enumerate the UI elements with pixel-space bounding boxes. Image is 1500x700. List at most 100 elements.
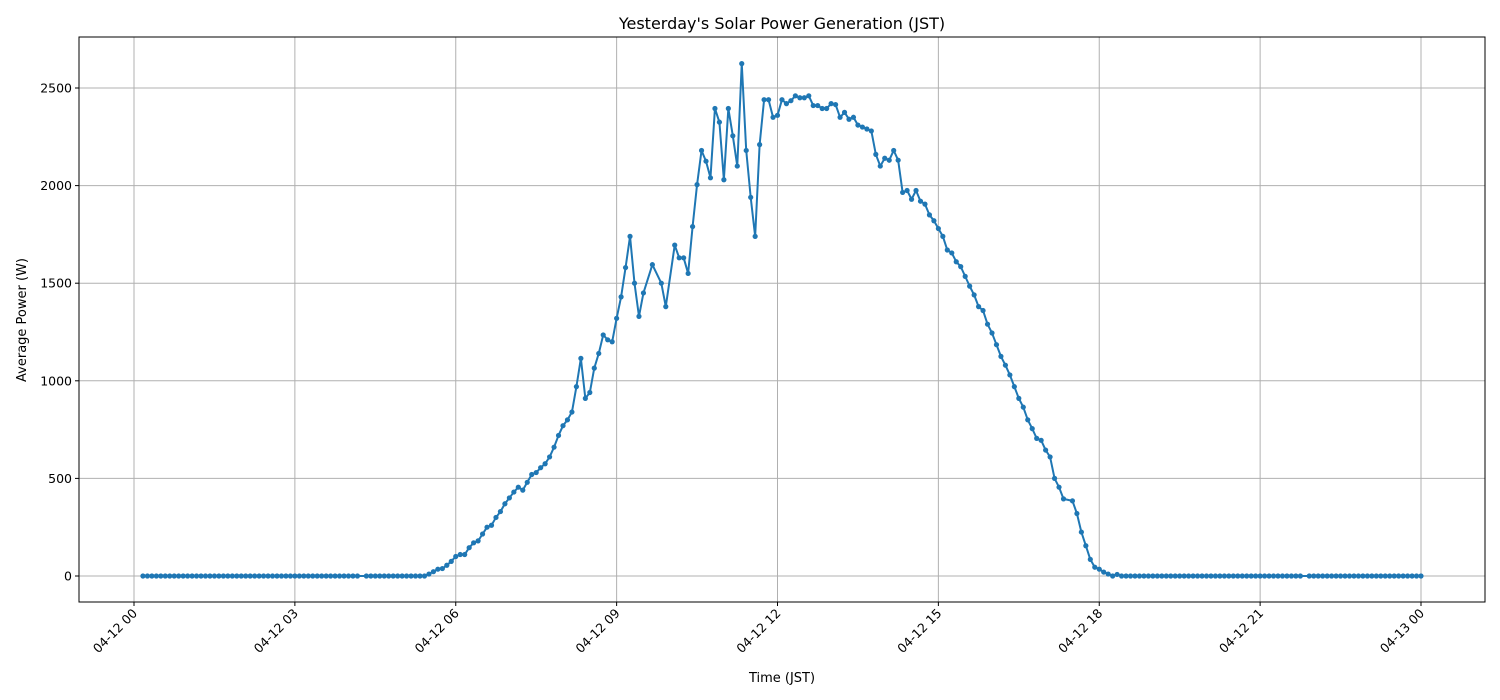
data-point <box>1114 571 1120 578</box>
data-point <box>211 573 218 579</box>
data-point <box>395 573 401 579</box>
data-point <box>140 573 146 579</box>
data-point <box>1360 573 1366 579</box>
data-point <box>412 573 419 579</box>
data-point <box>171 573 177 579</box>
data-point <box>801 95 807 101</box>
data-point <box>1101 569 1107 575</box>
data-point <box>471 540 477 546</box>
data-point <box>815 102 821 109</box>
data-point <box>1105 571 1111 577</box>
data-point <box>600 332 606 338</box>
data-point <box>1172 573 1178 579</box>
data-point <box>694 182 700 188</box>
data-point <box>193 573 200 579</box>
data-point <box>806 93 812 99</box>
data-point <box>511 489 517 495</box>
data-point <box>984 321 991 327</box>
data-point <box>931 218 937 224</box>
data-point <box>1297 573 1303 579</box>
data-point <box>502 501 508 507</box>
data-point <box>1346 573 1353 579</box>
data-point <box>1279 573 1286 579</box>
data-point <box>676 255 682 261</box>
data-point <box>207 573 213 579</box>
data-point <box>533 469 539 476</box>
data-point <box>1404 573 1411 579</box>
data-point <box>283 573 289 579</box>
x-tick-label: 04-13 00 <box>1377 605 1427 655</box>
power-series <box>140 61 1424 579</box>
data-point <box>1150 573 1156 579</box>
grid <box>79 37 1485 602</box>
data-point <box>475 538 481 544</box>
data-point <box>1253 573 1259 579</box>
data-point <box>618 294 624 300</box>
data-point <box>1378 573 1384 579</box>
data-point <box>453 553 459 560</box>
data-point <box>260 573 267 579</box>
data-point <box>886 157 892 163</box>
data-point <box>703 158 709 164</box>
x-tick-label: 04-12 12 <box>733 606 783 656</box>
data-point <box>372 573 378 579</box>
data-point <box>850 114 857 120</box>
plot-frame <box>78 36 1486 603</box>
data-point <box>1373 573 1379 579</box>
data-point <box>672 242 678 248</box>
data-point <box>153 573 159 579</box>
data-point <box>1248 573 1254 579</box>
data-point <box>457 551 463 558</box>
data-point <box>551 444 557 450</box>
data-point <box>560 423 566 429</box>
data-point <box>578 355 584 361</box>
data-point <box>198 573 204 579</box>
y-tick-label: 2500 <box>40 81 72 96</box>
data-point <box>354 573 361 579</box>
data-point <box>1208 573 1214 579</box>
data-point <box>1217 573 1223 579</box>
chart-title: Yesterday's Solar Power Generation (JST) <box>618 14 945 33</box>
data-point <box>403 573 410 579</box>
data-point <box>225 573 231 579</box>
data-point <box>265 573 271 579</box>
data-point <box>779 97 785 103</box>
data-point <box>1078 529 1084 535</box>
data-point <box>1043 447 1049 453</box>
data-point <box>484 524 490 530</box>
data-point <box>1051 475 1058 481</box>
data-point <box>752 233 758 239</box>
data-point <box>926 212 933 218</box>
data-point <box>421 573 428 579</box>
y-tick-label: 500 <box>48 471 72 486</box>
data-point <box>614 315 620 321</box>
data-point <box>1391 573 1397 579</box>
data-point <box>1168 573 1174 579</box>
data-point <box>1092 564 1098 570</box>
data-point <box>202 573 209 579</box>
data-point <box>1413 573 1420 579</box>
data-point <box>917 198 924 204</box>
data-point <box>515 484 521 490</box>
data-point <box>689 223 696 230</box>
data-point <box>345 573 352 579</box>
data-point <box>493 514 499 521</box>
data-point <box>681 255 687 261</box>
data-point <box>247 573 253 579</box>
data-point <box>1194 573 1201 579</box>
data-point <box>243 573 249 579</box>
data-point <box>1011 384 1017 390</box>
data-point <box>252 573 258 579</box>
data-point <box>1329 573 1335 579</box>
data-point <box>1007 372 1013 378</box>
data-point <box>837 114 843 120</box>
data-point <box>1110 573 1116 579</box>
data-point <box>506 495 512 501</box>
data-point <box>1284 573 1290 579</box>
data-point <box>149 573 155 579</box>
data-point <box>1230 573 1236 579</box>
data-point <box>1154 573 1160 579</box>
data-point <box>707 175 714 181</box>
data-point <box>1123 573 1129 579</box>
